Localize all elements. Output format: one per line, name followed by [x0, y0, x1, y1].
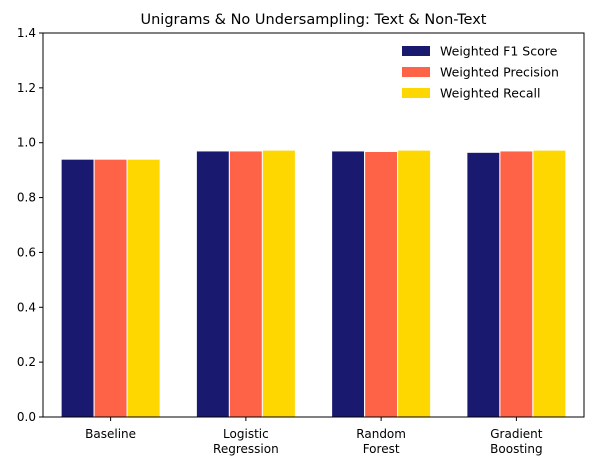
y-tick-label: 1.0 — [17, 136, 36, 150]
x-tick-label: Gradient Boosting — [490, 427, 543, 456]
legend-swatch — [402, 46, 430, 56]
x-tick-label: Baseline — [85, 427, 136, 441]
bar-weighted-precision-0 — [93, 158, 128, 418]
bar-weighted-f1-score-3 — [466, 151, 501, 418]
chart-title: Unigrams & No Undersampling: Text & Non-… — [140, 12, 486, 28]
bar-weighted-recall-1 — [261, 149, 296, 418]
x-axis: Baseline Logistic Regression Random Forest Gr… — [85, 417, 543, 456]
bar-weighted-recall-0 — [126, 158, 161, 418]
bar-weighted-f1-score-1 — [195, 150, 230, 418]
bar-weighted-precision-2 — [364, 150, 399, 418]
y-tick-label: 0.6 — [17, 245, 36, 259]
legend-swatch — [402, 67, 430, 77]
plot-area — [42, 32, 585, 418]
bar-weighted-recall-2 — [397, 149, 432, 418]
plot-frame — [42, 32, 585, 418]
y-axis: 0.0 0.2 0.4 0.6 0.8 1.0 1.2 1.4 — [17, 26, 43, 424]
y-tick-label: 0.0 — [17, 410, 36, 424]
x-tick-label: Logistic Regression — [213, 427, 279, 456]
legend-label: Weighted Recall — [440, 86, 540, 101]
bar-weighted-f1-score-0 — [60, 158, 95, 418]
bar-weighted-f1-score-2 — [331, 150, 366, 418]
bar-weighted-precision-3 — [499, 150, 534, 418]
bar-weighted-precision-1 — [228, 150, 263, 418]
legend-swatch — [402, 88, 430, 98]
y-tick-label: 1.4 — [17, 26, 36, 40]
y-tick-label: 0.8 — [17, 191, 36, 205]
y-tick-label: 0.4 — [17, 300, 36, 314]
legend-label: Weighted F1 Score — [440, 44, 558, 59]
legend: Weighted F1 Score Weighted Precision Weigh… — [402, 44, 559, 101]
bar-weighted-recall-3 — [532, 149, 567, 418]
x-tick-label: Random Forest — [356, 427, 406, 456]
legend-label: Weighted Precision — [440, 65, 559, 80]
y-tick-label: 1.2 — [17, 81, 36, 95]
y-tick-label: 0.2 — [17, 355, 36, 369]
